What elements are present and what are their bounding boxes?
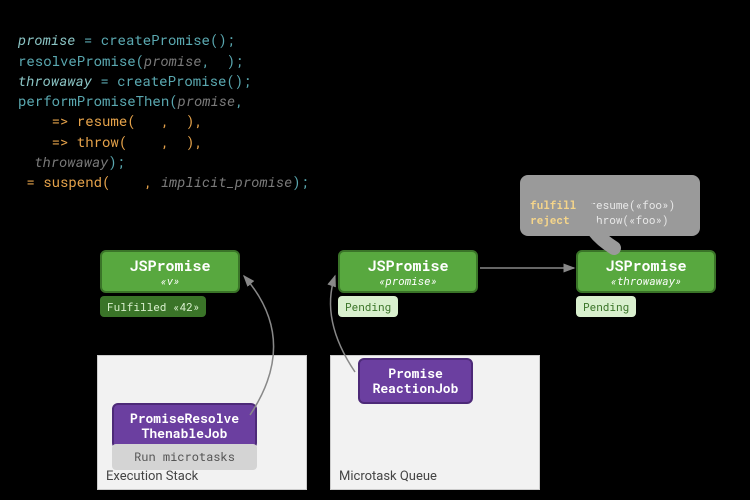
promise-resolve-thenable-job: PromiseResolve ThenableJob — [112, 403, 257, 449]
code-token: performPromiseThen( — [18, 91, 178, 110]
jspromise-header: JSPromise«throwaway» — [576, 250, 716, 293]
code-token: , ); — [202, 51, 244, 70]
code-token: throwaway — [18, 152, 108, 171]
run-microtasks-label: Run microtasks — [134, 449, 235, 465]
code-token: promise — [178, 91, 236, 110]
bubble-kw: reject — [530, 212, 570, 227]
code-token: ); — [292, 172, 309, 191]
jspromise-box: JSPromise«v» Fulfilled «42» — [100, 250, 240, 317]
job-line: ReactionJob — [368, 381, 463, 396]
microtask-queue-label: Microtask Queue — [339, 469, 437, 484]
jspromise-header: JSPromise«v» — [100, 250, 240, 293]
promise-reaction-job: Promise ReactionJob — [358, 358, 473, 404]
code-block: promise = createPromise(); resolvePromis… — [18, 10, 309, 193]
code-token: , — [235, 91, 243, 110]
code-token: ); — [108, 152, 125, 171]
bubble-kw: fulfill — [530, 197, 576, 212]
code-token: = createPromise(); — [76, 30, 236, 49]
code-token: promise — [18, 30, 76, 49]
job-line: ThenableJob — [122, 426, 247, 441]
execution-stack-label: Execution Stack — [106, 469, 198, 484]
jspromise-box: JSPromise«throwaway» Pending — [576, 250, 716, 317]
code-token: => throw( , ), — [18, 132, 203, 151]
bubble-text: resume(«foo») — [576, 197, 675, 212]
code-token: throwaway — [18, 71, 92, 90]
bubble-text: throw(«foo») — [570, 212, 669, 227]
callback-bubble: fulfill resume(«foo») reject throw(«foo»… — [520, 175, 700, 236]
jspromise-box: JSPromise«promise» Pending — [338, 250, 478, 317]
jspromise-status: Fulfilled «42» — [100, 296, 206, 317]
code-token: implicit_promise — [161, 172, 292, 191]
jspromise-status: Pending — [576, 296, 636, 317]
run-microtasks-button[interactable]: Run microtasks — [112, 444, 257, 470]
code-token: resolvePromise( — [18, 51, 144, 70]
code-token: = createPromise(); — [92, 71, 252, 90]
code-token: = suspend( , — [18, 172, 161, 191]
jspromise-status: Pending — [338, 296, 398, 317]
code-token: promise — [144, 51, 202, 70]
jspromise-header: JSPromise«promise» — [338, 250, 478, 293]
code-token: => resume( , ), — [18, 111, 203, 130]
